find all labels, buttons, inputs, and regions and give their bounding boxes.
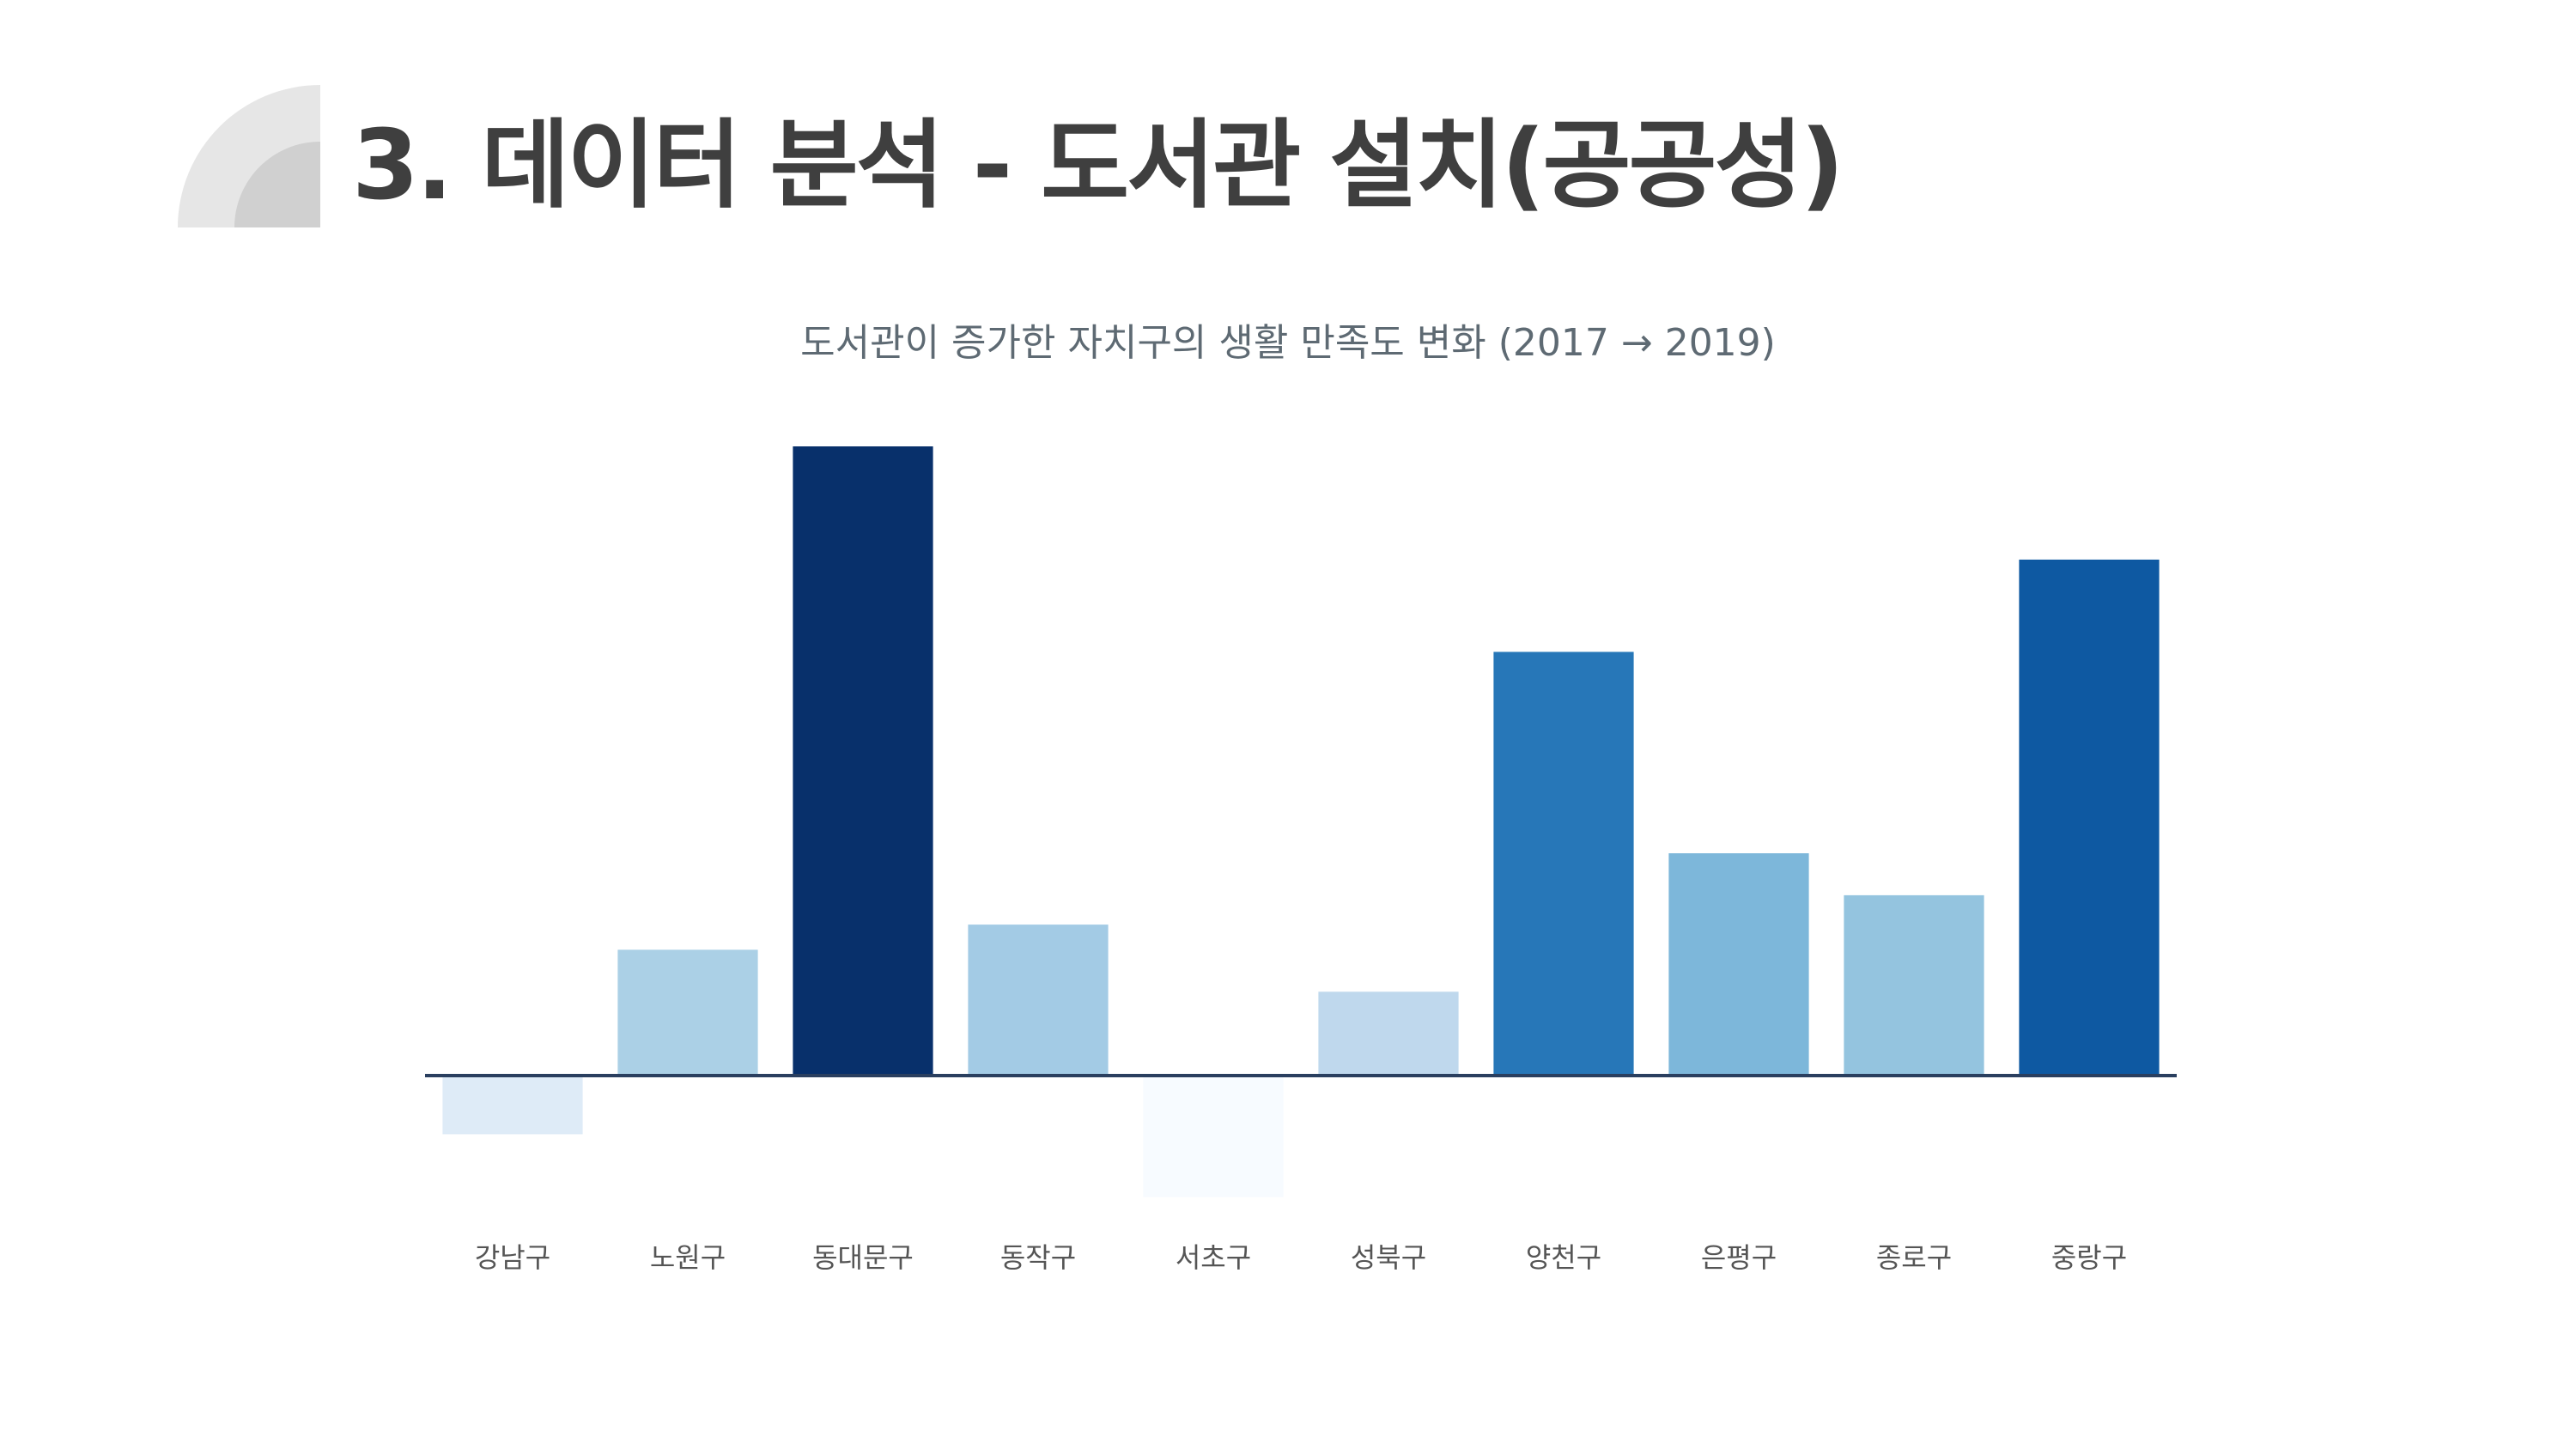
x-tick-label: 은평구: [1701, 1241, 1777, 1274]
x-tick-labels: 강남구 노원구 동대문구 동작구 서초구 성북구 양천구 은평구 종로구 중랑구: [475, 1241, 2127, 1274]
bar-강남구: [442, 1076, 583, 1135]
bar-중랑구: [2019, 559, 2160, 1076]
x-tick-label: 강남구: [475, 1241, 550, 1274]
x-tick-label: 성북구: [1351, 1241, 1426, 1274]
x-tick-label: 노원구: [650, 1241, 726, 1274]
chart-title: 도서관이 증가한 자치구의 생활 만족도 변화 (2017 → 2019): [800, 321, 1776, 365]
x-tick-label: 서초구: [1176, 1241, 1251, 1274]
x-tick-label: 동작구: [1000, 1241, 1076, 1274]
x-tick-label: 종로구: [1876, 1241, 1952, 1274]
bar-양천구: [1493, 652, 1634, 1076]
bar-종로구: [1844, 894, 1984, 1076]
bar-은평구: [1668, 853, 1809, 1076]
bar-성북구: [1318, 991, 1459, 1076]
bar-서초구: [1143, 1076, 1284, 1197]
title-decoration: [178, 85, 320, 227]
bar-노원구: [617, 949, 758, 1076]
slide-title: 3. 데이터 분석 - 도서관 설치(공공성): [352, 110, 1844, 221]
bar-동대문구: [793, 446, 933, 1076]
bars-group: [442, 446, 2160, 1197]
bar-동작구: [968, 925, 1109, 1076]
x-tick-label: 동대문구: [812, 1241, 914, 1274]
x-tick-label: 양천구: [1526, 1241, 1601, 1274]
x-tick-label: 중랑구: [2051, 1241, 2127, 1274]
